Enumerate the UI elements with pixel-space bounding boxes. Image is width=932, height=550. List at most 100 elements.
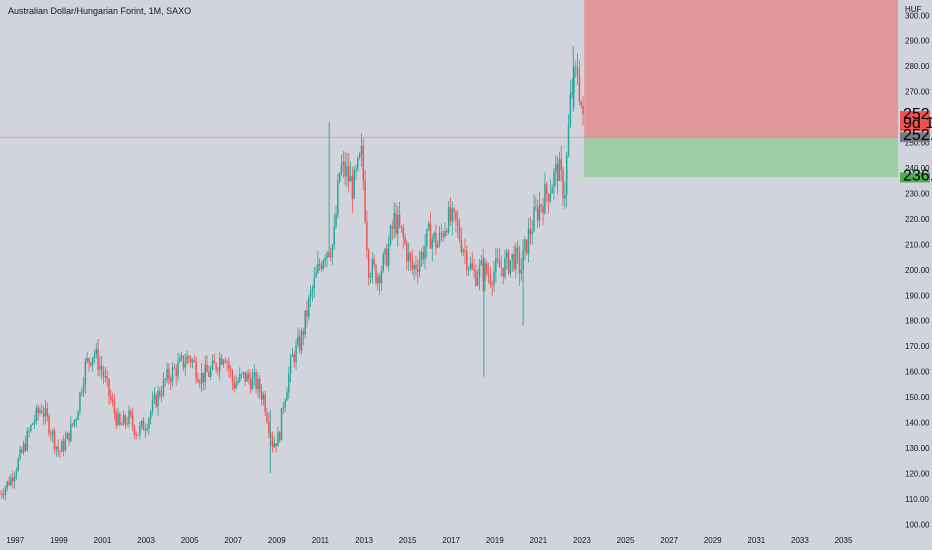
candle-body xyxy=(446,230,448,233)
candle xyxy=(266,407,268,424)
candle xyxy=(304,310,306,339)
candle xyxy=(213,353,216,364)
candle-body xyxy=(142,420,145,431)
candle xyxy=(90,361,92,368)
time-tick-label: 1999 xyxy=(50,536,68,545)
candle-body xyxy=(153,394,156,401)
last-price-value: 252.13 xyxy=(903,106,932,123)
price-tick-label: 200.00 xyxy=(905,266,930,275)
candle xyxy=(377,272,379,291)
candle-body xyxy=(11,477,14,482)
candle-body xyxy=(367,250,370,278)
candle xyxy=(102,365,105,385)
candle-body xyxy=(302,331,305,335)
candle xyxy=(35,404,38,425)
candle-body xyxy=(406,243,408,262)
candle xyxy=(344,151,346,186)
candle-body xyxy=(556,163,559,181)
candle xyxy=(277,426,279,447)
candle-body xyxy=(536,207,539,221)
candle xyxy=(578,60,581,106)
candle-body xyxy=(456,220,459,226)
candle-body xyxy=(219,357,221,371)
time-tick-label: 2009 xyxy=(268,536,286,545)
candle xyxy=(551,184,553,194)
candle xyxy=(235,374,237,390)
candle-body xyxy=(4,487,7,495)
candle xyxy=(220,354,223,366)
candle-body xyxy=(297,336,299,346)
candle xyxy=(362,137,365,191)
candle-body xyxy=(209,369,212,377)
candle-body xyxy=(184,363,187,368)
candle-body xyxy=(418,261,421,272)
candle xyxy=(186,350,188,365)
candle-body xyxy=(417,269,419,272)
candle xyxy=(51,428,54,443)
candle xyxy=(435,224,437,255)
candle-body xyxy=(535,207,537,208)
candle-body xyxy=(582,105,584,114)
time-tick-label: 2029 xyxy=(704,536,722,545)
candle-body xyxy=(191,360,194,363)
candle xyxy=(340,154,343,176)
candle xyxy=(271,431,274,453)
candle xyxy=(142,417,145,431)
price-tick-label: 150.00 xyxy=(905,393,930,402)
candle xyxy=(77,410,79,420)
time-tick-label: 1997 xyxy=(6,536,24,545)
candle-body xyxy=(231,371,234,383)
candle xyxy=(569,80,572,129)
candle-body xyxy=(471,263,473,270)
candle xyxy=(242,371,245,378)
candle xyxy=(24,435,27,452)
candle-body xyxy=(558,159,561,181)
candle-body xyxy=(580,100,582,106)
candle xyxy=(246,370,248,382)
candle xyxy=(93,350,96,364)
candle-body xyxy=(57,446,59,452)
candle xyxy=(533,193,535,233)
candle xyxy=(357,156,359,172)
candle xyxy=(436,240,439,249)
candle-body xyxy=(422,251,424,260)
price-tick-label: 180.00 xyxy=(905,317,930,326)
candle-body xyxy=(235,383,237,389)
candle xyxy=(30,423,32,433)
candle-body xyxy=(495,258,497,272)
candle xyxy=(222,358,225,368)
candle xyxy=(293,351,295,368)
candle-body xyxy=(420,251,423,262)
candle xyxy=(184,353,187,376)
candle-body xyxy=(82,384,85,393)
candle-body xyxy=(326,252,328,259)
candle-body xyxy=(357,157,359,169)
candle xyxy=(446,227,448,236)
candle xyxy=(264,390,266,416)
candle xyxy=(75,417,78,428)
candle xyxy=(175,364,177,386)
candle xyxy=(39,406,41,416)
candle xyxy=(11,470,14,489)
candle-body xyxy=(115,412,117,426)
candle-body xyxy=(128,410,130,424)
candle xyxy=(44,399,47,425)
candle-body xyxy=(100,365,103,371)
candle xyxy=(160,385,163,403)
time-tick-label: 2011 xyxy=(312,536,330,545)
price-tick-label: 230.00 xyxy=(905,189,930,198)
candle-body xyxy=(220,357,223,365)
candle xyxy=(447,200,450,235)
candle xyxy=(113,393,116,420)
candle xyxy=(64,431,67,453)
candle xyxy=(68,432,70,446)
candle xyxy=(516,240,519,264)
candle xyxy=(197,372,199,384)
candle-body xyxy=(551,187,553,194)
candle xyxy=(41,403,43,415)
candle-body xyxy=(311,288,314,292)
candle-body xyxy=(300,331,303,351)
candle-body xyxy=(398,214,401,226)
